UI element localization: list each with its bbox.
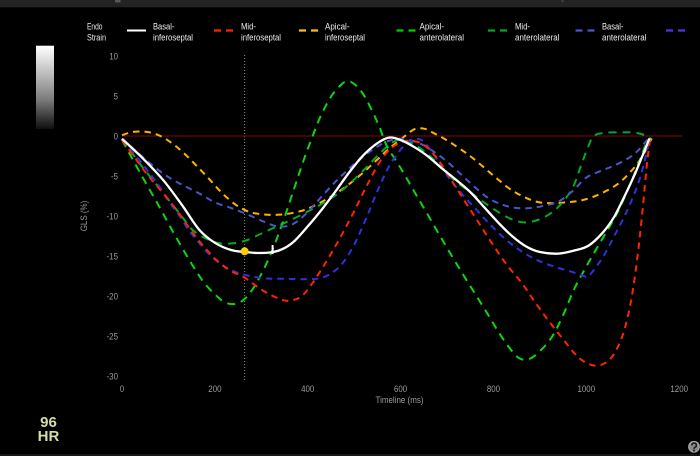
svg-text:inferoseptal: inferoseptal <box>153 33 193 43</box>
svg-text:600: 600 <box>394 384 407 395</box>
svg-text:1200: 1200 <box>670 384 688 395</box>
svg-text:Mid-: Mid- <box>515 22 530 32</box>
svg-text:inferoseptal: inferoseptal <box>325 33 365 43</box>
svg-text:anterolateral: anterolateral <box>420 33 465 43</box>
svg-text:Strain: Strain <box>87 33 106 43</box>
svg-text:inferoseptal: inferoseptal <box>241 33 281 43</box>
svg-text:400: 400 <box>301 384 314 395</box>
svg-text:5: 5 <box>114 92 118 103</box>
svg-text:-30: -30 <box>107 372 119 383</box>
svg-text:Basal-: Basal- <box>153 22 174 32</box>
svg-text:GLS (%): GLS (%) <box>79 201 90 232</box>
svg-text:-20: -20 <box>107 292 119 303</box>
svg-text:Apical-: Apical- <box>420 22 445 32</box>
svg-text:0: 0 <box>114 132 118 143</box>
svg-text:Mid-: Mid- <box>241 22 256 32</box>
svg-text:1000: 1000 <box>578 384 596 395</box>
svg-text:-15: -15 <box>107 252 119 263</box>
svg-text:10: 10 <box>109 52 118 63</box>
svg-text:Basal-: Basal- <box>602 22 623 32</box>
svg-text:Apical-: Apical- <box>325 22 350 32</box>
svg-text:0: 0 <box>120 384 124 395</box>
svg-text:96: 96 <box>40 414 57 431</box>
svg-text:-5: -5 <box>111 172 118 183</box>
svg-text:200: 200 <box>208 384 221 395</box>
svg-text:-25: -25 <box>107 332 119 343</box>
svg-text:800: 800 <box>487 384 500 395</box>
svg-text:-10: -10 <box>107 212 119 223</box>
svg-text:Timeline (ms): Timeline (ms) <box>376 395 424 406</box>
svg-text:Endo: Endo <box>87 22 103 32</box>
svg-text:anterolateral: anterolateral <box>515 33 560 43</box>
svg-text:anterolateral: anterolateral <box>602 33 647 43</box>
svg-text:HR: HR <box>38 428 60 445</box>
